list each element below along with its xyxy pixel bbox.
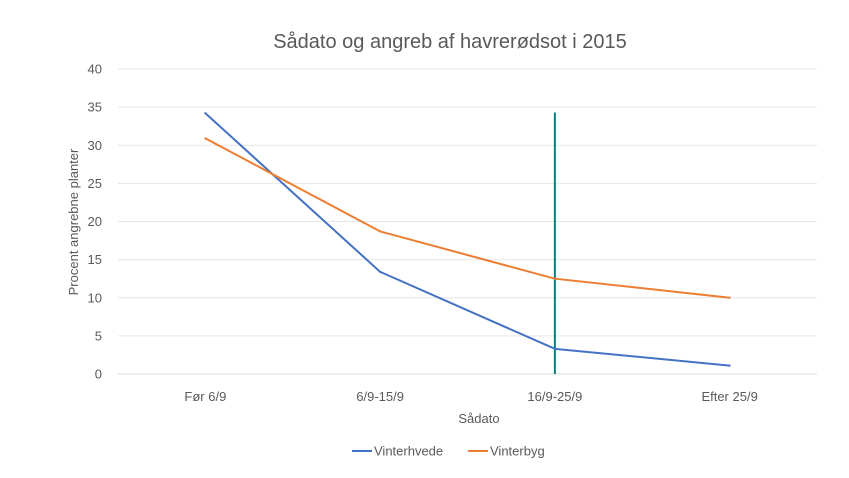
y-tick-label: 5 <box>95 328 102 343</box>
x-tick-label: Før 6/9 <box>184 389 226 404</box>
gridlines <box>118 68 817 375</box>
y-tick-label: 20 <box>88 214 102 229</box>
y-axis-title: Procent angrebne planter <box>66 148 81 295</box>
series-lines <box>204 112 731 367</box>
data-point-vinterhvede <box>379 270 382 273</box>
y-tick-label: 0 <box>95 367 102 382</box>
data-point-vinterhvede <box>728 364 731 367</box>
y-tick-label: 25 <box>88 176 102 191</box>
data-point-vinterhvede <box>553 347 556 350</box>
y-tick-label: 30 <box>88 138 102 153</box>
series-line-vinterbyg <box>204 137 731 299</box>
data-point-vinterhvede <box>204 112 207 115</box>
x-tick-label: Efter 25/9 <box>701 389 757 404</box>
legend-label-vinterhvede: Vinterhvede <box>374 444 443 459</box>
x-axis-tick-labels: Før 6/9 6/9-15/9 16/9-25/9 Efter 25/9 <box>184 389 757 404</box>
x-tick-label: 16/9-25/9 <box>527 389 582 404</box>
chart-title: Sådato og angreb af havrerødsot i 2015 <box>273 31 627 53</box>
data-point-vinterbyg <box>379 230 382 233</box>
data-point-vinterbyg <box>728 296 731 299</box>
y-tick-label: 10 <box>88 290 102 305</box>
y-tick-label: 35 <box>88 100 102 115</box>
data-point-vinterbyg <box>553 277 556 280</box>
y-tick-label: 40 <box>88 62 102 77</box>
y-tick-label: 15 <box>88 252 102 267</box>
legend: Vinterhvede Vinterbyg <box>352 444 545 459</box>
y-axis-tick-labels: 0 5 10 15 20 25 30 35 40 <box>88 62 102 382</box>
x-tick-label: 6/9-15/9 <box>356 389 404 404</box>
series-line-vinterhvede <box>204 112 731 367</box>
x-axis-title: Sådato <box>458 411 499 426</box>
legend-label-vinterbyg: Vinterbyg <box>490 444 545 459</box>
data-point-vinterbyg <box>204 137 207 140</box>
